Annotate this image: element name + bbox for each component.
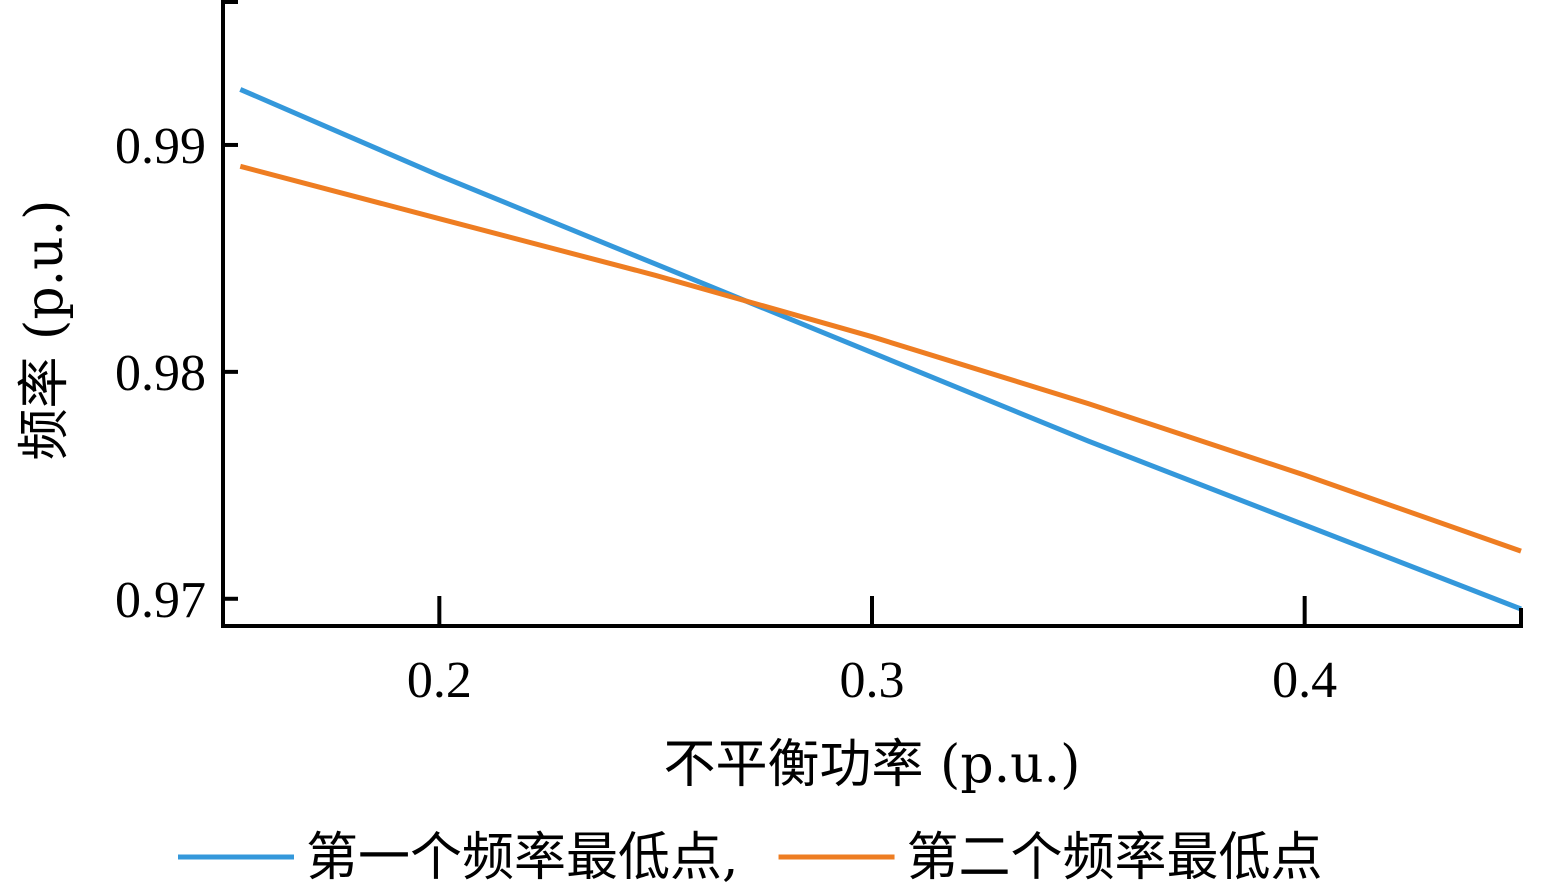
y-tick-label: 0.99 bbox=[115, 118, 206, 175]
labels: 不平衡功率 (p.u.) 频率 (p.u.) bbox=[15, 200, 1080, 795]
y-tick-label: 0.98 bbox=[115, 345, 206, 402]
x-tick-label: 0.3 bbox=[840, 652, 905, 709]
x-tick-label: 0.2 bbox=[407, 652, 472, 709]
x-tick-label: 0.4 bbox=[1272, 652, 1337, 709]
ticks: 0.2 0.3 0.4 0.97 0.98 0.99 bbox=[115, 118, 1337, 709]
series-line-2 bbox=[239, 163, 1522, 554]
y-axis-title: 频率 (p.u.) bbox=[15, 200, 75, 461]
legend-label-2: 第二个频率最低点 bbox=[907, 828, 1323, 888]
y-tick-label: 0.97 bbox=[115, 572, 206, 629]
series-line-1 bbox=[239, 87, 1522, 612]
x-axis-title: 不平衡功率 (p.u.) bbox=[664, 735, 1081, 795]
legend-label-1: 第一个频率最低点, bbox=[306, 828, 739, 888]
legend: 第一个频率最低点, 第二个频率最低点 bbox=[178, 828, 1323, 888]
series-layer bbox=[239, 87, 1522, 612]
